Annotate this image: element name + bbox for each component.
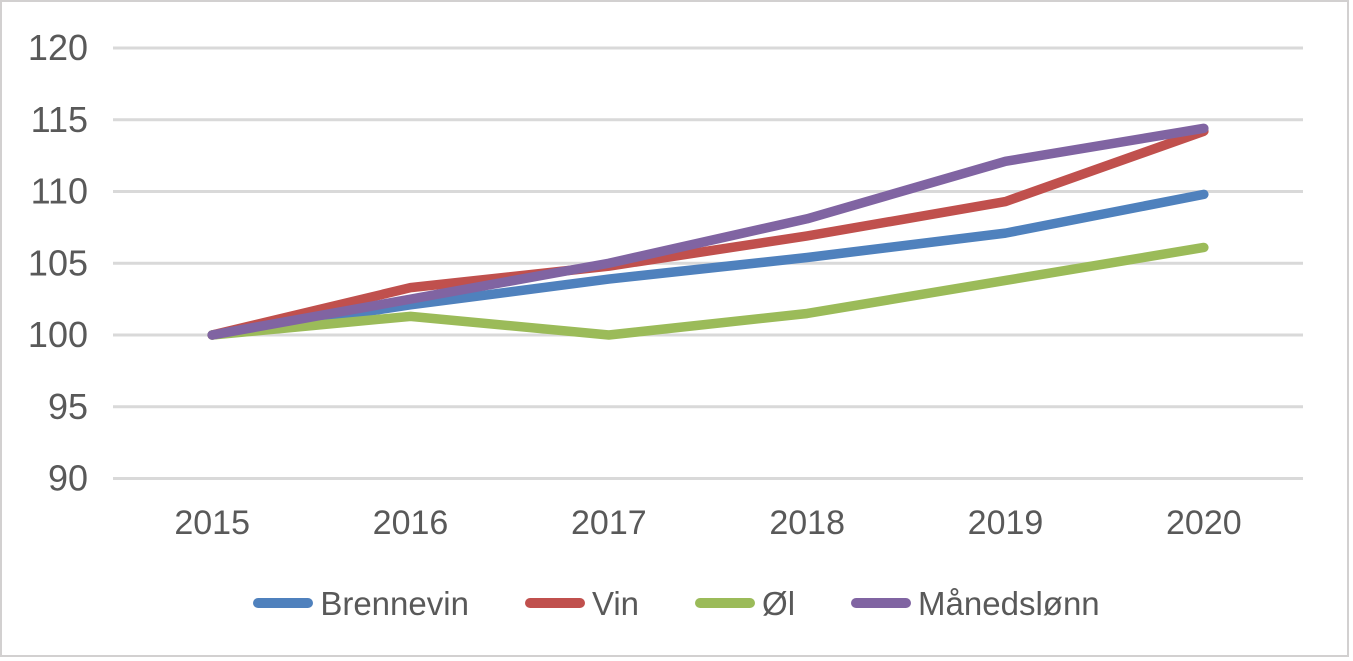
gridlines — [113, 46, 1303, 480]
legend-item-vin: Vin — [524, 584, 640, 622]
series-line-øl — [207, 242, 1209, 340]
y-axis-labels: 90 95 100 105 110 115 120 — [28, 27, 88, 499]
x-axis-labels: 2015 2016 2017 2018 2019 2020 — [174, 504, 1241, 542]
y-tick-label-100: 100 — [28, 314, 88, 355]
legend-item-manedslonn: Månedslønn — [851, 587, 1100, 620]
series-line-månedslønn — [207, 123, 1209, 340]
x-tick-label-2017: 2017 — [571, 504, 647, 542]
series-line-vin — [207, 126, 1209, 340]
legend-label-brennevin: Brennevin — [320, 584, 469, 622]
x-tick-label-2015: 2015 — [174, 504, 250, 542]
series-lines — [207, 123, 1209, 340]
legend-item-brennevin: Brennevin — [253, 587, 469, 620]
line-chart: 90 95 100 105 110 115 120 2015 2016 2017 2018 2019… — [28, 27, 1303, 542]
legend-label-ol: Øl — [762, 584, 796, 622]
x-tick-label-2020: 2020 — [1166, 504, 1242, 542]
legend-swatch-manedslonn — [851, 598, 912, 608]
legend-swatch-ol — [695, 598, 756, 608]
x-tick-label-2018: 2018 — [769, 504, 845, 542]
y-tick-label-90: 90 — [48, 458, 88, 499]
y-tick-label-115: 115 — [31, 99, 88, 140]
legend: Brennevin Vin Øl Månedslønn — [2, 580, 1347, 626]
legend-swatch-brennevin — [253, 598, 314, 608]
legend-label-vin: Vin — [591, 584, 640, 622]
x-tick-label-2019: 2019 — [968, 504, 1044, 542]
legend-swatch-vin — [524, 598, 585, 608]
y-tick-label-120: 120 — [28, 27, 88, 68]
legend-label-manedslonn: Månedslønn — [918, 584, 1100, 622]
x-tick-label-2016: 2016 — [373, 504, 449, 542]
legend-item-ol: Øl — [695, 587, 795, 620]
y-tick-label-105: 105 — [28, 242, 88, 283]
y-tick-label-95: 95 — [48, 386, 88, 427]
y-tick-label-110: 110 — [31, 171, 88, 212]
